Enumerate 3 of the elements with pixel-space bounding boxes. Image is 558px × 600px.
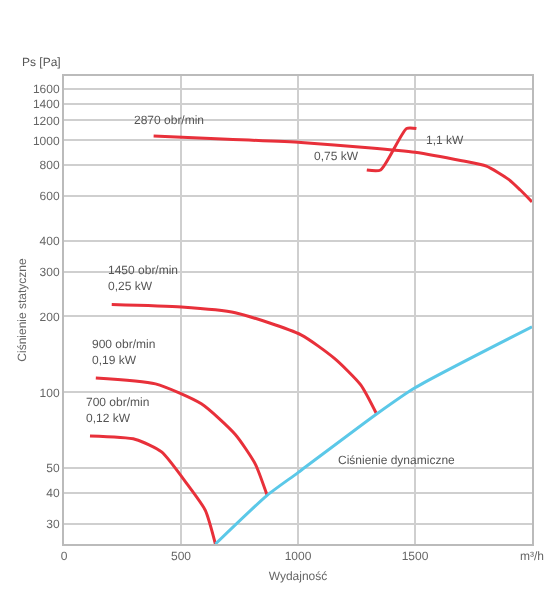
line-series <box>88 434 217 544</box>
line-series <box>152 134 532 204</box>
line-series <box>213 325 532 544</box>
